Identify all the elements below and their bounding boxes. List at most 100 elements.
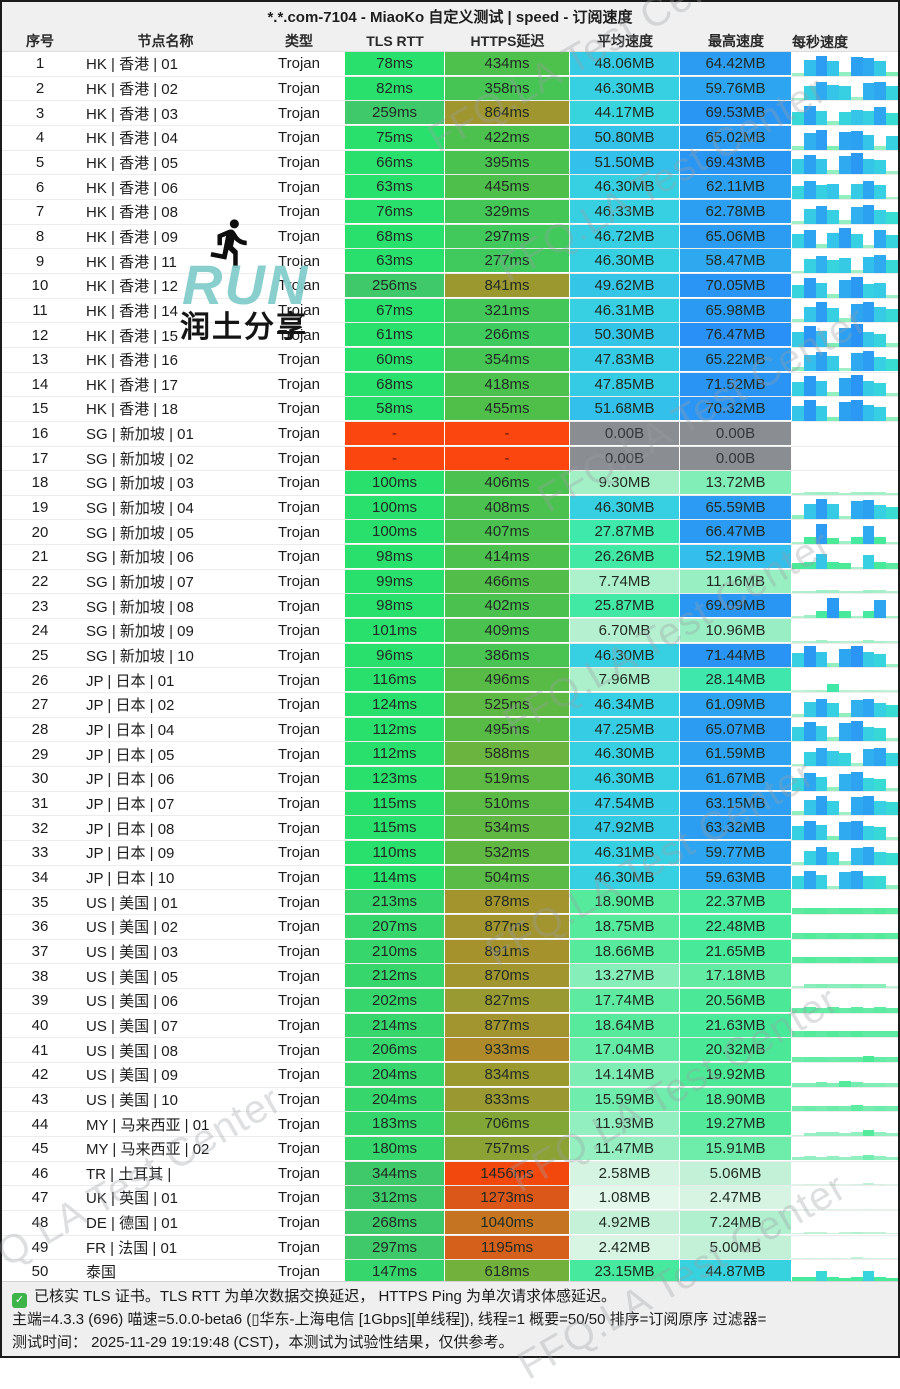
speed-bar (803, 561, 816, 569)
speed-bar (874, 537, 887, 545)
speed-bar (839, 131, 851, 150)
per-second-speed-chart (792, 397, 898, 421)
speed-bar (815, 726, 828, 742)
speed-bar (874, 1006, 887, 1013)
avg-speed-cell: 47.54MB (570, 791, 679, 815)
speed-bar (862, 83, 875, 101)
row-index: 30 (31, 770, 49, 788)
speed-bar (874, 491, 887, 495)
https-latency-cell: 414ms (445, 545, 569, 569)
node-type: Trojan (278, 400, 320, 418)
https-latency-cell: 418ms (445, 372, 569, 396)
speed-bar (850, 537, 863, 545)
tls-rtt-cell: 312ms (345, 1186, 444, 1210)
speed-bar (792, 1184, 804, 1186)
speed-bar (874, 1258, 887, 1260)
speed-bar (874, 932, 887, 939)
tls-rtt-cell: 100ms (345, 495, 444, 519)
speed-bar (815, 244, 828, 249)
per-second-speed-chart (792, 299, 898, 323)
avg-speed-cell: 23.15MB (570, 1260, 679, 1284)
https-latency-cell: 618ms (445, 1260, 569, 1284)
table-row: 36 US | 美国 | 02 Trojan 207ms 877ms 18.75… (2, 914, 898, 940)
speed-bar (886, 1031, 898, 1038)
speed-bar (850, 501, 863, 520)
https-latency-cell: 495ms (445, 717, 569, 741)
per-second-speed-chart (792, 668, 898, 692)
per-second-speed-chart (792, 1186, 898, 1210)
speed-bar (850, 304, 863, 323)
avg-speed-cell: 0.00B (570, 421, 679, 445)
footer-line-1: ✓ 已核实 TLS 证书。TLS RTT 为单次数据交换延迟， HTTPS Pin… (12, 1285, 888, 1308)
node-name: SG | 新加坡 | 01 (86, 426, 194, 444)
speed-bar (815, 1056, 828, 1062)
speed-bar (862, 554, 875, 569)
tls-rtt-cell: - (345, 446, 444, 470)
speed-bar (862, 526, 875, 545)
speed-bar (827, 640, 840, 643)
speed-bar (792, 98, 804, 101)
speed-bar (839, 983, 851, 988)
speed-bar (886, 71, 898, 76)
avg-speed-cell: 46.30MB (570, 767, 679, 791)
speed-bar (862, 180, 875, 199)
node-type: Trojan (278, 844, 320, 862)
speed-bar (850, 566, 863, 569)
node-type: Trojan (278, 1090, 320, 1108)
speed-bar (850, 1257, 863, 1260)
per-second-speed-chart (792, 570, 898, 594)
node-name: SG | 新加坡 | 07 (86, 574, 194, 592)
speed-bar (839, 907, 851, 914)
node-type: Trojan (278, 745, 320, 763)
node-name: US | 美国 | 06 (86, 993, 178, 1011)
speed-bar (862, 1007, 875, 1013)
max-speed-cell: 62.11MB (680, 175, 791, 199)
https-latency-cell: 891ms (445, 939, 569, 963)
max-speed-cell: 22.48MB (680, 914, 791, 938)
speed-bar (792, 1031, 804, 1038)
table-row: 26 JP | 日本 | 01 Trojan 116ms 496ms 7.96M… (2, 668, 898, 694)
speed-bar (850, 1031, 863, 1038)
avg-speed-cell: 50.80MB (570, 125, 679, 149)
max-speed-cell: 19.92MB (680, 1062, 791, 1086)
speed-bar (874, 1156, 887, 1161)
avg-speed-cell: 7.74MB (570, 569, 679, 593)
speed-bar (862, 491, 875, 495)
table-row: 6 HK | 香港 | 06 Trojan 63ms 445ms 46.30MB… (2, 175, 898, 200)
speed-bar (886, 932, 898, 939)
https-latency-cell: 834ms (445, 1062, 569, 1086)
speed-bar (862, 796, 875, 816)
max-speed-cell: 71.52MB (680, 372, 791, 396)
node-type: Trojan (278, 55, 320, 73)
footer-verify-text: 已核实 TLS 证书。TLS RTT 为单次数据交换延迟， HTTPS Ping… (34, 1288, 616, 1305)
row-index: 24 (31, 622, 49, 640)
node-name: SG | 新加坡 | 03 (86, 475, 194, 493)
speed-bar (874, 876, 887, 890)
table-row: 40 US | 美国 | 07 Trojan 214ms 877ms 18.64… (2, 1013, 898, 1039)
tls-rtt-cell: 212ms (345, 964, 444, 988)
avg-speed-cell: 18.90MB (570, 890, 679, 914)
speed-bar (792, 876, 804, 890)
table-row: 48 DE | 德国 | 01 Trojan 268ms 1040ms 4.92… (2, 1210, 898, 1236)
per-second-speed-chart (792, 1211, 898, 1235)
speed-bar (874, 1232, 887, 1235)
speed-bar (803, 701, 816, 717)
table-row: 22 SG | 新加坡 | 07 Trojan 99ms 466ms 7.74M… (2, 569, 898, 595)
https-latency-cell: 266ms (445, 323, 569, 347)
https-latency-cell: 864ms (445, 101, 569, 125)
speed-bar (792, 1082, 804, 1087)
https-latency-cell: 504ms (445, 865, 569, 889)
speed-bar (886, 135, 898, 150)
speed-bar (862, 1258, 875, 1260)
speed-bar (886, 492, 898, 495)
row-index: 19 (31, 499, 49, 517)
speed-bar (792, 159, 804, 175)
speed-bar (850, 646, 863, 668)
node-name: JP | 日本 | 10 (86, 869, 175, 887)
speed-bar (803, 646, 816, 668)
table-row: 23 SG | 新加坡 | 08 Trojan 98ms 402ms 25.87… (2, 594, 898, 620)
speed-bar (862, 846, 875, 865)
speed-bar (874, 778, 887, 791)
node-name: HK | 香港 | 09 (86, 228, 178, 246)
table-row: 39 US | 美国 | 06 Trojan 202ms 827ms 17.74… (2, 988, 898, 1014)
